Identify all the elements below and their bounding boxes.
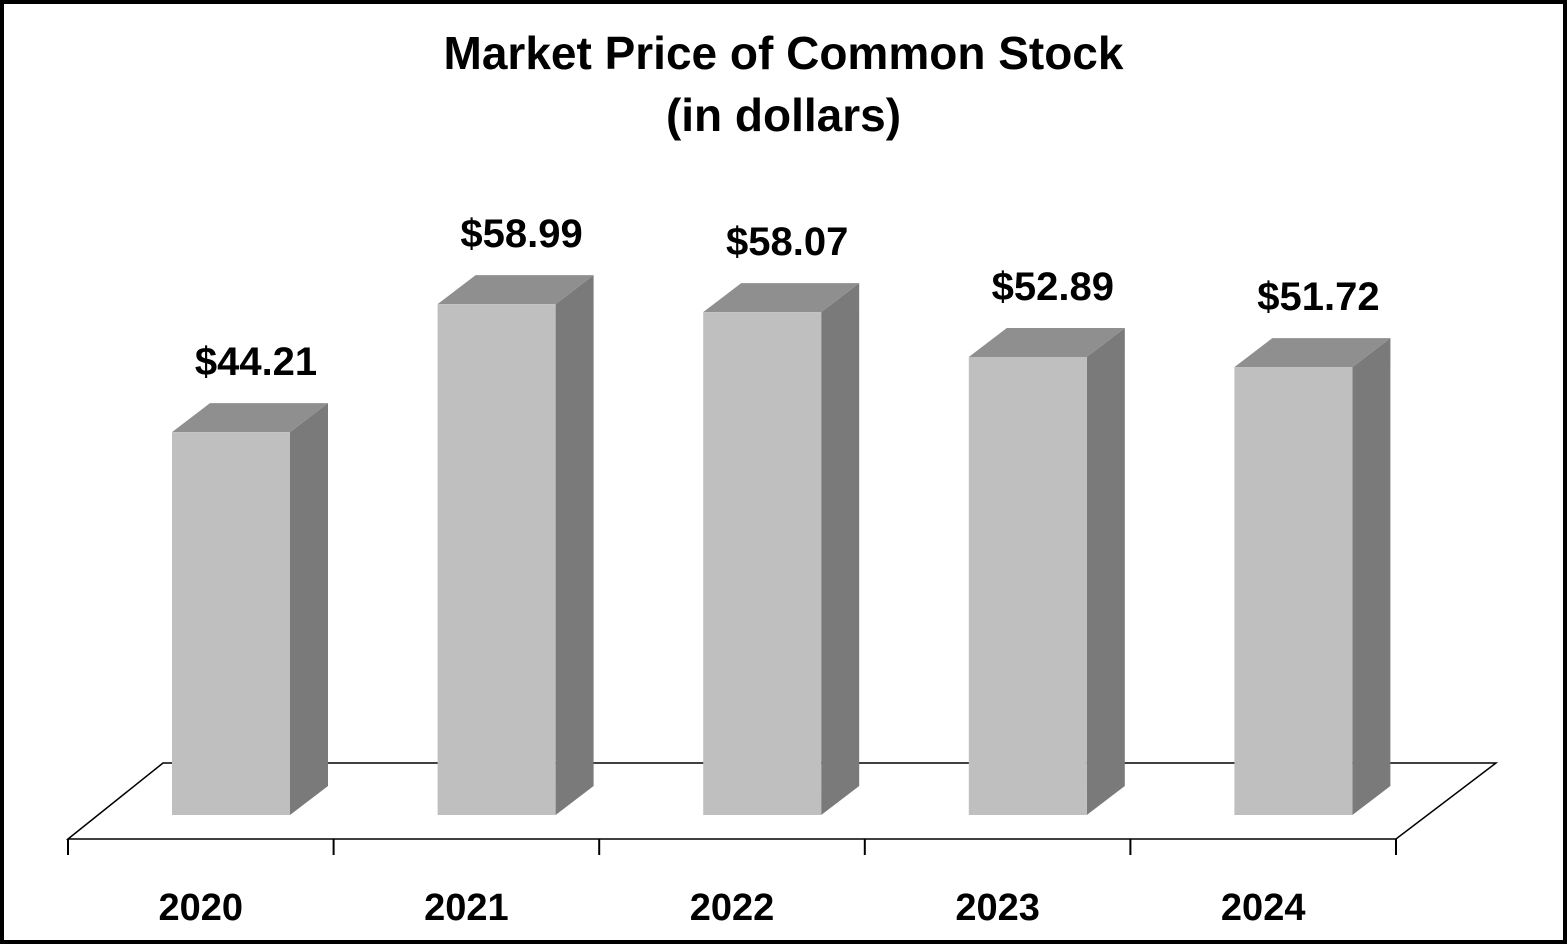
chart-subtitle: (in dollars) bbox=[665, 89, 902, 141]
bar-top-face bbox=[437, 275, 594, 305]
bar-2023: $52.89 bbox=[968, 265, 1125, 815]
bar-front-face bbox=[437, 304, 556, 815]
data-label: $51.72 bbox=[1257, 275, 1379, 319]
data-label: $58.07 bbox=[726, 220, 848, 264]
category-label: 2022 bbox=[690, 887, 775, 929]
chart-title: Market Price of Common Stock bbox=[443, 27, 1124, 79]
chart-title-block: Market Price of Common Stock (in dollars… bbox=[0, 22, 1567, 146]
data-label: $52.89 bbox=[992, 265, 1114, 309]
data-label: $44.21 bbox=[195, 340, 317, 384]
bar-front-face bbox=[172, 432, 290, 815]
category-label: 2020 bbox=[159, 887, 244, 929]
bar-side-face bbox=[555, 275, 594, 815]
x-axis-ticks bbox=[67, 839, 1397, 855]
bar-2021: $58.99 bbox=[437, 212, 594, 815]
x-axis-labels: 2020 2021 2022 2023 2024 bbox=[159, 887, 1306, 929]
bar-front-face bbox=[1234, 367, 1353, 815]
bar-top-face bbox=[1234, 338, 1391, 368]
bars-group: $44.21 $58.99 $58.07 $52.89 $51.72 bbox=[172, 212, 1391, 816]
data-label: $58.99 bbox=[460, 212, 582, 256]
category-label: 2023 bbox=[955, 887, 1040, 929]
bar-2022: $58.07 bbox=[703, 220, 860, 816]
bar-side-face bbox=[290, 403, 328, 815]
bar-top-face bbox=[172, 403, 328, 433]
bar-top-face bbox=[968, 327, 1125, 357]
bar-top-face bbox=[703, 283, 860, 313]
bar-side-face bbox=[821, 283, 860, 816]
bar-2020: $44.21 bbox=[172, 340, 328, 815]
category-label: 2024 bbox=[1221, 887, 1306, 929]
bar-front-face bbox=[968, 356, 1087, 815]
bar-side-face bbox=[1352, 338, 1391, 815]
bar-2024: $51.72 bbox=[1234, 275, 1391, 815]
bar-front-face bbox=[703, 312, 822, 815]
bar-side-face bbox=[1086, 327, 1125, 815]
category-label: 2021 bbox=[424, 887, 509, 929]
